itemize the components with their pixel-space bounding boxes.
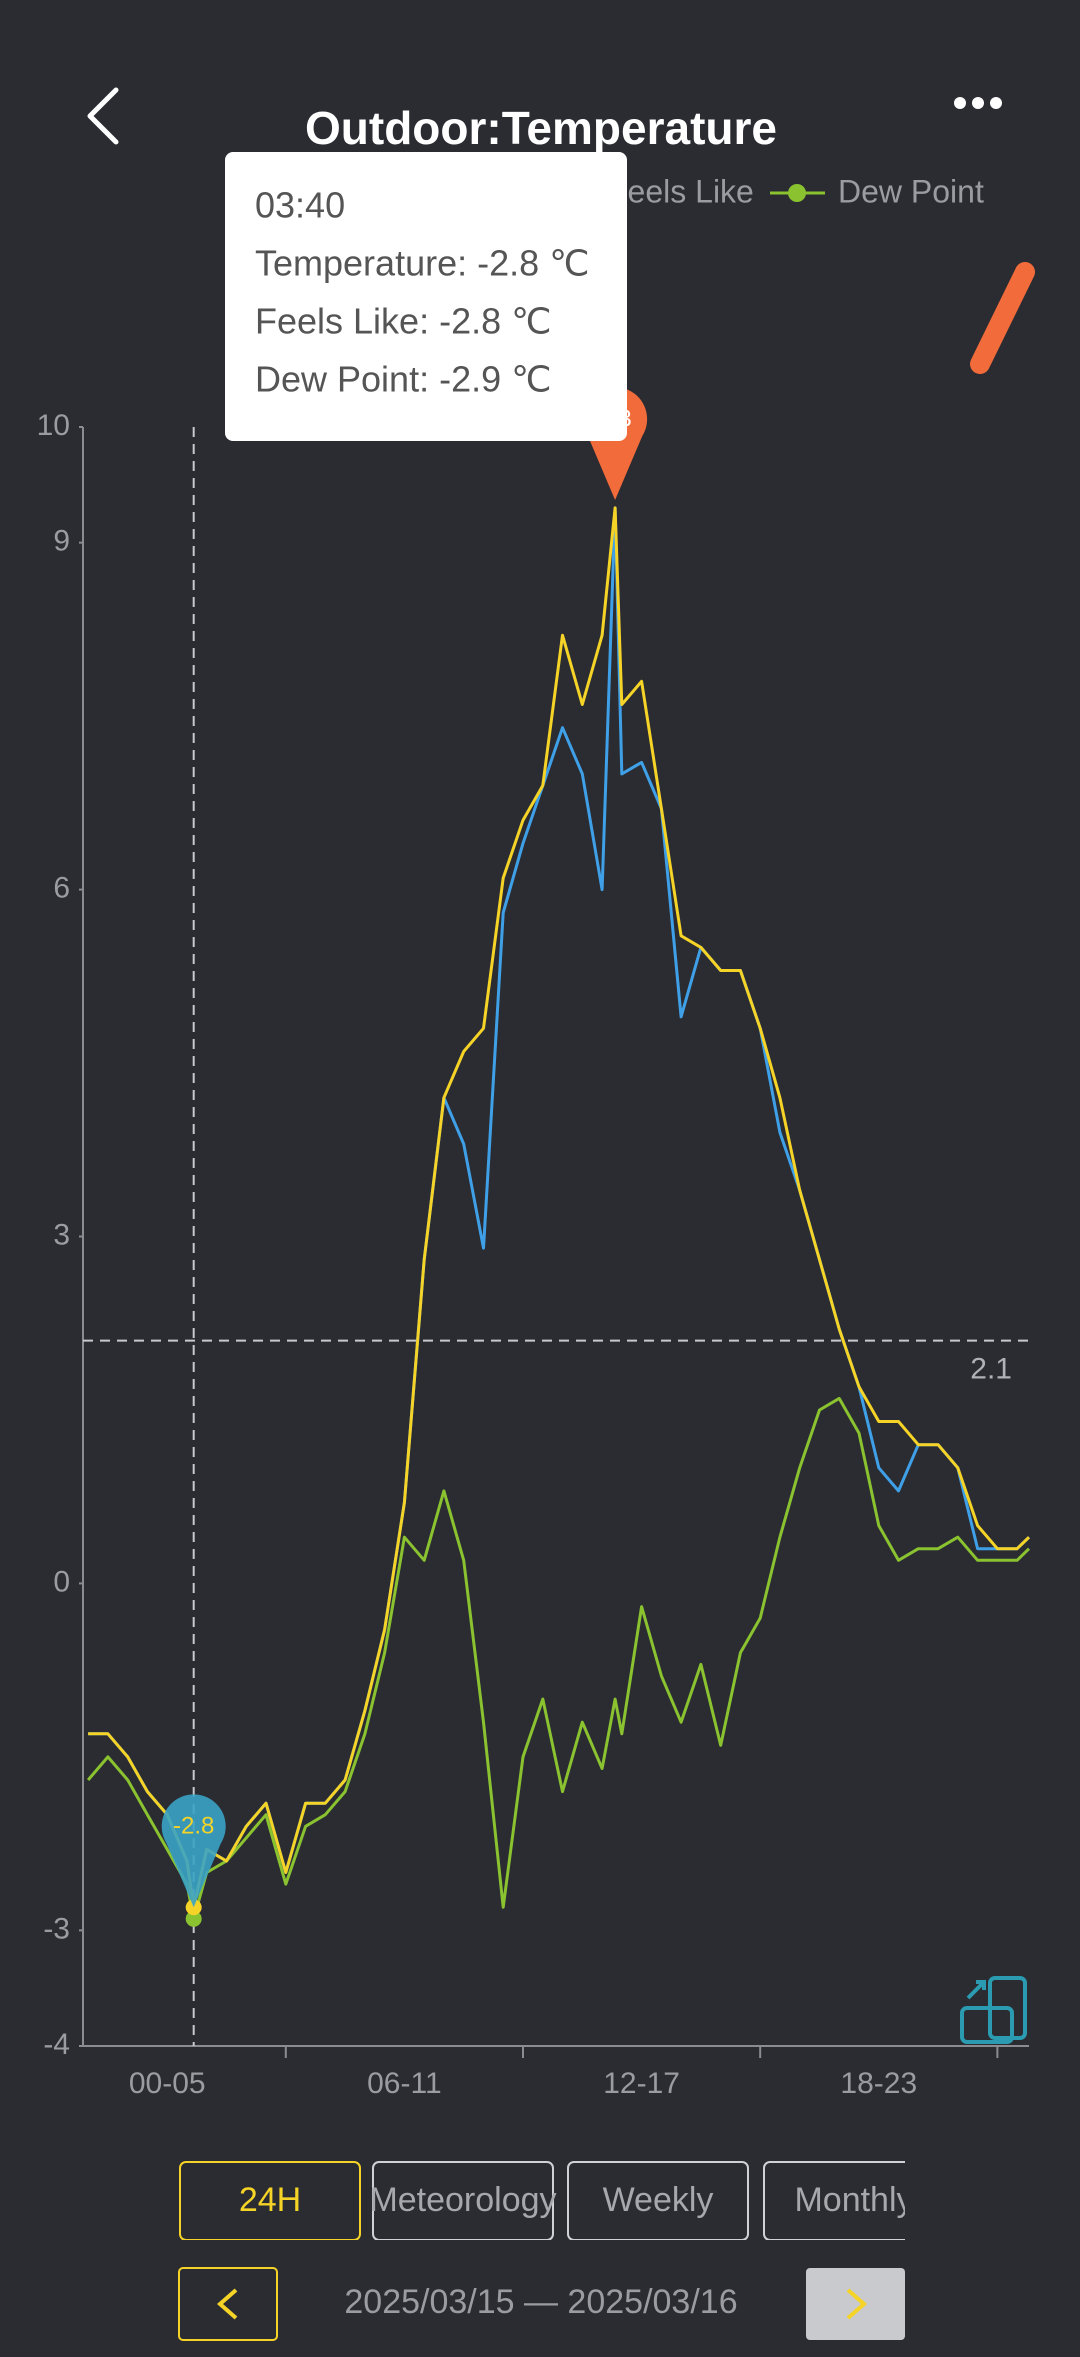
y-tick-label: 9 xyxy=(53,525,70,558)
icon-part xyxy=(966,1980,986,2000)
button-frame xyxy=(178,2267,278,2341)
tab[interactable]: Monthly xyxy=(763,2161,944,2240)
tab[interactable]: Meteorology xyxy=(369,2161,557,2240)
series-line xyxy=(86,1396,1031,1921)
min-label: -2.8 xyxy=(173,1813,214,1840)
prev-button[interactable] xyxy=(178,2267,278,2341)
legend-dot xyxy=(788,184,806,202)
tooltip: 03:40 Temperature: -2.8 ℃ Feels Like: -2.8… xyxy=(225,152,627,441)
tooltip-time: 03:40 xyxy=(255,185,345,226)
chevron xyxy=(216,2288,238,2320)
min-pin xyxy=(161,1794,226,1908)
tab[interactable]: 24H xyxy=(179,2161,361,2240)
dot xyxy=(972,97,984,109)
dot xyxy=(990,97,1002,109)
tab-frame xyxy=(372,2161,554,2240)
legend-label: Dew Point xyxy=(838,173,984,209)
next-button[interactable] xyxy=(806,2268,905,2340)
edit-stroke[interactable] xyxy=(970,262,1035,374)
average-label: 2.1 xyxy=(970,1353,1012,1386)
series-line xyxy=(88,506,1031,1909)
tooltip-line: Temperature: -2.8 ℃ xyxy=(255,243,590,284)
date-range: 2025/03/15 — 2025/03/16 xyxy=(344,2283,737,2321)
y-tick-label: 3 xyxy=(53,1218,70,1251)
x-tick-label: 18-23 xyxy=(840,2067,917,2100)
rotate-icon[interactable] xyxy=(960,1976,1027,2044)
back-button[interactable] xyxy=(87,87,119,145)
dot xyxy=(954,97,966,109)
x-tick-label: 06-11 xyxy=(367,2067,442,2100)
tab-label: Weekly xyxy=(603,2181,714,2219)
y-tick-label: -3 xyxy=(43,1912,70,1945)
tooltip-line: Feels Like: -2.8 ℃ xyxy=(255,301,552,342)
legend-label: Feels Like xyxy=(608,173,754,209)
tab-bar: 24H Meteorology Weekly Monthly xyxy=(179,2161,944,2240)
tooltip-box xyxy=(225,152,627,441)
y-tick-label: 0 xyxy=(53,1565,70,1598)
y-tick-label: 10 xyxy=(37,409,70,442)
tab[interactable]: Weekly xyxy=(567,2161,749,2240)
y-tick-label: -4 xyxy=(43,2028,70,2061)
tab-frame xyxy=(567,2161,749,2240)
tab-frame xyxy=(179,2161,361,2240)
icon-part xyxy=(988,1976,1027,2040)
page-title: Outdoor:Temperature xyxy=(305,102,777,154)
tab-label: Meteorology xyxy=(369,2181,556,2219)
more-button[interactable] xyxy=(954,97,1002,109)
focus-point xyxy=(185,1910,202,1927)
icon-part xyxy=(960,2006,1014,2044)
tab-label: Monthly xyxy=(794,2181,913,2219)
chevron xyxy=(846,2288,868,2320)
tooltip-line: Dew Point: -2.9 ℃ xyxy=(255,359,552,400)
tab-frame xyxy=(763,2161,905,2240)
y-tick-label: 6 xyxy=(53,871,70,904)
x-tick-label: 00-05 xyxy=(129,2067,206,2100)
x-tick-label: 12-17 xyxy=(603,2067,680,2100)
tab-label: 24H xyxy=(239,2181,301,2219)
button-frame xyxy=(806,2268,905,2340)
